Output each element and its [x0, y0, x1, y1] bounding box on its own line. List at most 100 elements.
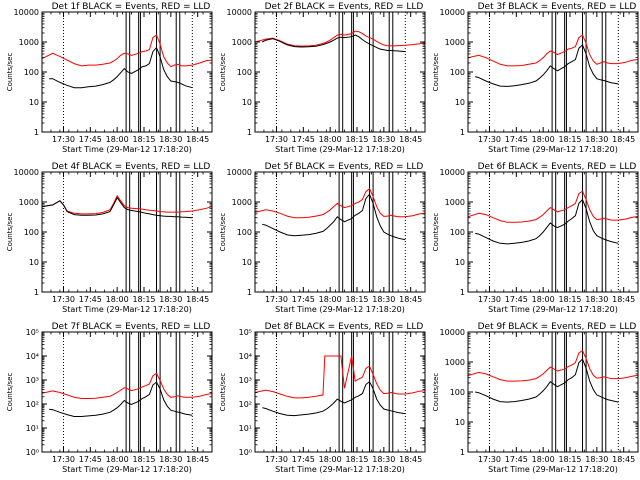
x-tick-label: 18:00	[106, 295, 129, 304]
y-tick-label: 10¹	[239, 424, 252, 433]
y-axis-label: Counts/sec	[219, 373, 227, 412]
y-tick-label: 10⁰	[26, 448, 39, 457]
panel-title: Det 1f BLACK = Events, RED = LLD	[52, 2, 211, 12]
y-axis-label: Counts/sec	[219, 53, 227, 92]
series-lld-line	[42, 372, 212, 399]
y-tick-label: 10	[242, 258, 252, 267]
x-tick-label: 18:30	[372, 295, 395, 304]
y-tick-label: 10000	[440, 8, 465, 17]
x-axis-label: Start Time (29-Mar-12 17:18:20)	[62, 305, 192, 314]
panel-title: Det 3f BLACK = Events, RED = LLD	[478, 2, 637, 12]
x-axis-label: Start Time (29-Mar-12 17:18:20)	[275, 305, 405, 314]
y-tick-label: 1000	[232, 198, 252, 207]
y-tick-label: 1	[460, 448, 465, 457]
y-tick-label: 1000	[19, 38, 39, 47]
y-tick-label: 10³	[239, 376, 252, 385]
panel-9: 1 10 100 1000 10000 17:30 17:45 18:00 18:15 18:30…	[432, 322, 639, 474]
y-tick-label: 100	[450, 388, 465, 397]
y-axis-label: Counts/sec	[432, 373, 440, 412]
x-tick-label: 18:30	[372, 135, 395, 144]
y-axis-label: Counts/sec	[6, 213, 14, 252]
y-tick-label: 10⁴	[239, 352, 252, 361]
y-tick-label: 1000	[445, 38, 465, 47]
x-tick-label: 17:45	[292, 455, 315, 464]
x-tick-label: 18:30	[585, 455, 608, 464]
panel-5: 1 10 100 1000 10000 17:30 17:45 18:00 18:15 18:30…	[219, 162, 426, 314]
y-axis-label: Counts/sec	[6, 373, 14, 412]
x-tick-label: 17:30	[52, 455, 75, 464]
y-tick-label: 100	[24, 228, 39, 237]
series-lld-line	[42, 194, 212, 215]
panel-3: 1 10 100 1000 10000 17:30 17:45 18:00 18:15 18:30…	[432, 2, 639, 154]
x-tick-label: 18:45	[186, 295, 209, 304]
x-tick-label: 18:15	[345, 135, 368, 144]
y-tick-label: 10	[455, 98, 465, 107]
series-events-line	[49, 381, 193, 417]
plot-frame	[41, 331, 213, 453]
x-tick-label: 18:45	[399, 455, 422, 464]
x-tick-label: 18:15	[132, 455, 155, 464]
panel-2: 1 10 100 1000 10000 17:30 17:45 18:00 18:15 18:30…	[219, 2, 426, 154]
y-tick-label: 10000	[14, 168, 39, 177]
x-tick-label: 18:30	[159, 295, 182, 304]
series-events-line	[262, 380, 406, 417]
y-tick-label: 1000	[445, 358, 465, 367]
x-tick-label: 17:45	[79, 455, 102, 464]
y-tick-label: 100	[450, 68, 465, 77]
series-events-line	[49, 46, 193, 89]
y-tick-label: 1	[247, 128, 252, 137]
x-tick-label: 17:45	[505, 455, 528, 464]
y-tick-label: 100	[237, 228, 252, 237]
y-tick-label: 100	[237, 68, 252, 77]
x-tick-label: 18:15	[558, 135, 581, 144]
x-tick-label: 17:45	[292, 295, 315, 304]
y-tick-label: 10000	[440, 328, 465, 337]
panel-4: 1 10 100 1000 10000 17:30 17:45 18:00 18:15 18:30…	[6, 162, 213, 314]
series-lld-line	[255, 355, 425, 399]
y-axis-label: Counts/sec	[6, 53, 14, 92]
x-tick-label: 18:45	[186, 135, 209, 144]
x-tick-label: 18:45	[612, 295, 635, 304]
x-tick-label: 17:45	[79, 295, 102, 304]
x-tick-label: 18:45	[399, 295, 422, 304]
y-tick-label: 100	[24, 68, 39, 77]
x-tick-label: 18:15	[132, 135, 155, 144]
y-tick-label: 10	[29, 98, 39, 107]
x-tick-label: 17:45	[505, 135, 528, 144]
x-tick-label: 17:30	[265, 455, 288, 464]
x-axis-label: Start Time (29-Mar-12 17:18:20)	[275, 145, 405, 154]
y-axis-label: Counts/sec	[432, 53, 440, 92]
series-events-line	[262, 193, 406, 241]
x-tick-label: 17:30	[265, 295, 288, 304]
panel-title: Det 9f BLACK = Events, RED = LLD	[478, 322, 637, 332]
series-lld-line	[468, 190, 638, 223]
panel-title: Det 4f BLACK = Events, RED = LLD	[52, 162, 211, 172]
panel-6: 1 10 100 1000 10000 17:30 17:45 18:00 18:15 18:30…	[432, 162, 639, 314]
y-tick-label: 10	[455, 418, 465, 427]
x-tick-label: 18:15	[558, 295, 581, 304]
series-lld-line	[255, 187, 425, 219]
y-tick-label: 10¹	[26, 424, 39, 433]
series-events-line	[475, 198, 619, 245]
series-events-line	[42, 196, 193, 219]
y-tick-label: 10000	[440, 168, 465, 177]
x-tick-label: 18:30	[585, 295, 608, 304]
x-tick-label: 18:15	[345, 295, 368, 304]
series-lld-line	[42, 34, 212, 68]
x-tick-label: 18:00	[319, 295, 342, 304]
series-lld-line	[468, 349, 638, 382]
series-lld-line	[255, 30, 425, 47]
y-tick-label: 10⁵	[26, 328, 39, 337]
panel-title: Det 5f BLACK = Events, RED = LLD	[265, 162, 424, 172]
y-axis-label: Counts/sec	[219, 213, 227, 252]
x-axis-label: Start Time (29-Mar-12 17:18:20)	[62, 465, 192, 474]
x-tick-label: 18:30	[372, 455, 395, 464]
y-tick-label: 10	[455, 258, 465, 267]
x-tick-label: 18:15	[132, 295, 155, 304]
panel-title: Det 8f BLACK = Events, RED = LLD	[265, 322, 424, 332]
panel-8: 10⁰ 10¹ 10² 10³ 10⁴ 10⁵ 17:30 17:45 18:00 18:15 18…	[219, 322, 426, 474]
y-tick-label: 1000	[232, 38, 252, 47]
panel-title: Det 7f BLACK = Events, RED = LLD	[52, 322, 211, 332]
y-tick-label: 1	[34, 128, 39, 137]
y-tick-label: 10³	[26, 376, 39, 385]
